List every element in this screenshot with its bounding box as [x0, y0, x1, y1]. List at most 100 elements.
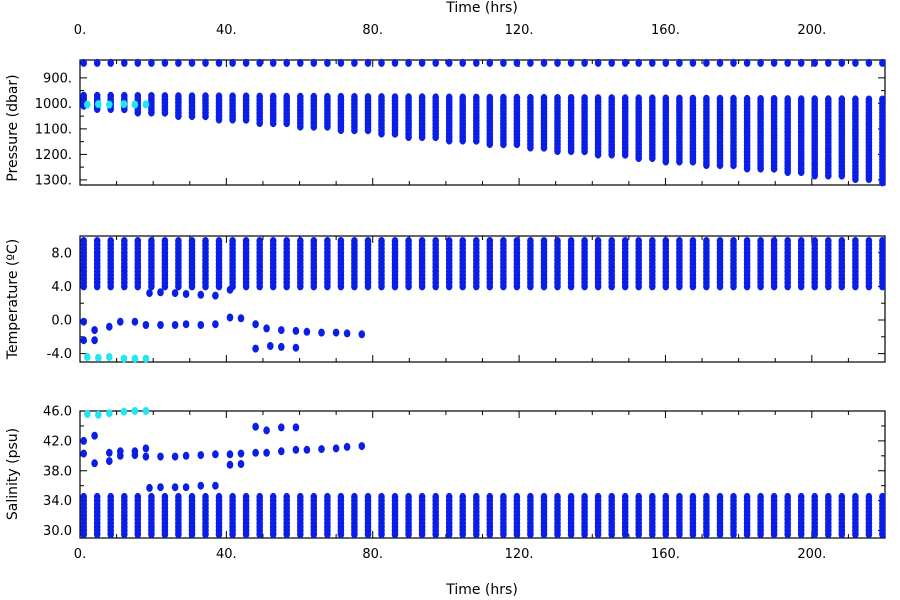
temperature-point: [343, 329, 351, 338]
salinity-point: [608, 492, 615, 501]
pressure-point: [635, 154, 642, 163]
salinity-point: [215, 492, 223, 501]
salinity-point: [303, 445, 311, 454]
temperature-point: [80, 317, 87, 326]
pressure-point: [445, 136, 453, 145]
temperature-point: [80, 336, 87, 345]
pressure-point: [134, 58, 142, 67]
salinity-point: [292, 423, 300, 432]
salinity-point: [182, 483, 190, 492]
salinity-point: [252, 422, 259, 431]
temperature-point: [292, 326, 300, 335]
temperature-point: [838, 237, 846, 245]
salinity-point: [131, 447, 139, 456]
temperature-y-tick-label: 0.0: [51, 314, 72, 329]
temperature-panel: Temperature (ºC) -4.0 0.0 4.0 8.0: [5, 235, 886, 363]
salinity-point: [242, 492, 250, 501]
pressure-point: [161, 58, 169, 67]
pressure-point: [716, 58, 724, 67]
pressure-point: [364, 126, 372, 135]
temperature-point: [171, 321, 179, 329]
pressure-point: [689, 157, 697, 166]
temperature-point: [378, 237, 385, 245]
pressure-point: [378, 58, 385, 67]
pressure-point: [405, 58, 412, 67]
pressure-point: [811, 171, 818, 180]
pressure-point: [540, 143, 548, 152]
pressure-point: [594, 58, 602, 67]
pressure-point: [310, 122, 318, 131]
pressure-points: [80, 58, 886, 187]
temperature-point: [689, 237, 697, 245]
temperature-point: [865, 237, 873, 245]
salinity-point: [500, 492, 507, 501]
salinity-point: [146, 483, 153, 492]
salinity-point: [256, 492, 264, 501]
temperature-point: [106, 322, 113, 331]
pressure-point: [337, 58, 345, 67]
pressure-point: [175, 112, 182, 121]
temperature-point: [107, 237, 114, 245]
bottom-x-tick-label: 40.: [216, 547, 237, 562]
salinity-point: [93, 492, 101, 501]
salinity-point: [337, 492, 345, 501]
temperature-point: [146, 289, 153, 298]
salinity-point: [107, 492, 114, 501]
temperature-highlight-point: [120, 354, 128, 363]
salinity-y-tick-label: 46.0: [43, 405, 72, 420]
temperature-point: [703, 237, 710, 245]
pressure-point: [80, 58, 87, 67]
temperature-highlight-point: [84, 353, 91, 361]
temperature-point: [540, 237, 548, 245]
pressure-point: [188, 112, 196, 121]
salinity-point: [91, 459, 98, 468]
temperature-highlight-point: [142, 354, 150, 363]
pressure-point: [784, 58, 791, 67]
pressure-y-tick-label: 1100.: [35, 122, 72, 137]
pressure-point: [879, 58, 886, 67]
pressure-highlight-point: [106, 100, 113, 109]
pressure-highlight-point: [95, 100, 102, 109]
pressure-point: [730, 161, 737, 170]
bottom-x-axis-title: Time (hrs): [445, 582, 518, 598]
salinity-point: [106, 448, 113, 457]
temperature-point: [852, 237, 859, 245]
salinity-point: [278, 423, 285, 432]
salinity-point: [237, 460, 245, 468]
temperature-point: [621, 237, 629, 245]
salinity-point: [364, 492, 372, 501]
temperature-point: [226, 313, 234, 322]
salinity-point: [142, 444, 150, 453]
temperature-point: [324, 237, 331, 245]
temperature-point: [879, 237, 886, 245]
pressure-point: [107, 58, 114, 67]
temperature-point: [171, 289, 179, 298]
pressure-point: [202, 112, 209, 121]
salinity-point: [263, 448, 270, 457]
temperature-point: [825, 237, 832, 245]
pressure-point: [297, 122, 304, 131]
pressure-y-tick-label: 1000.: [35, 97, 72, 112]
temperature-point: [212, 291, 219, 300]
pressure-point: [283, 58, 291, 67]
pressure-point: [743, 58, 751, 67]
pressure-point: [459, 136, 467, 145]
pressure-point: [757, 164, 764, 173]
pressure-point: [703, 161, 710, 169]
top-x-tick-label: 160.: [651, 23, 680, 38]
temperature-point: [743, 237, 751, 245]
salinity-highlight-point: [95, 410, 102, 419]
temperature-point: [757, 237, 764, 245]
salinity-point: [797, 492, 805, 501]
temperature-point: [608, 237, 615, 245]
pressure-point: [635, 58, 642, 67]
top-x-tick-label: 0.: [74, 23, 86, 38]
temperature-point: [283, 237, 291, 245]
temperature-frame: [79, 235, 886, 363]
salinity-point: [527, 492, 534, 501]
pressure-point: [473, 58, 480, 67]
salinity-point: [865, 492, 873, 501]
salinity-point: [432, 492, 440, 501]
temperature-point: [93, 237, 101, 245]
temperature-point: [157, 321, 164, 329]
